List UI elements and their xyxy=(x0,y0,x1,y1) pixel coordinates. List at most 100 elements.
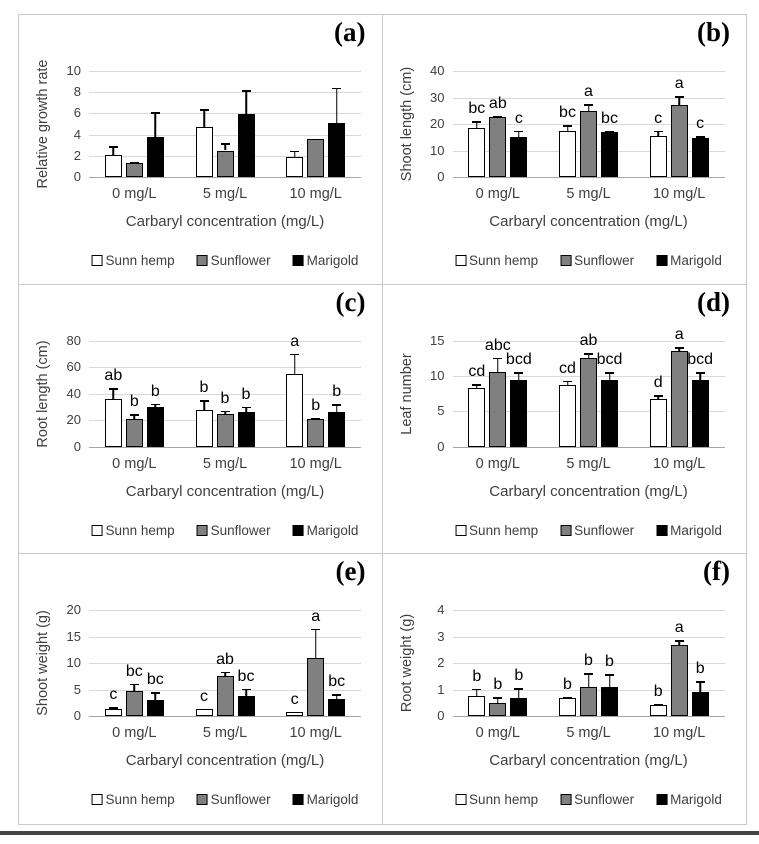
legend-item-sunn-hemp: Sunn hemp xyxy=(455,792,538,807)
legend-item-sunn-hemp: Sunn hemp xyxy=(91,792,175,807)
bar-marigold xyxy=(510,698,528,717)
chart-panel-c: (c) Root length (cm) 0 20 40 60 80 ab b a b b b b b b 0 … xyxy=(19,284,383,555)
error-bar xyxy=(493,697,503,703)
legend-item-sunn-hemp: Sunn hemp xyxy=(455,253,538,268)
significance-letter: a xyxy=(674,326,684,344)
legend-item-marigold: Marigold xyxy=(292,792,358,807)
legend: Sunn hemp Sunflower Marigold xyxy=(91,253,358,268)
legend-swatch-icon xyxy=(656,524,668,536)
error-bar xyxy=(472,384,482,388)
chart-panel-d: (d) Leaf number 0 5 10 15 cd cd d abc ab a bcd bcd bcd… xyxy=(382,285,746,555)
x-axis-line xyxy=(89,177,361,178)
gridline xyxy=(452,610,725,612)
error-bar xyxy=(653,130,663,136)
error-bar xyxy=(290,353,300,374)
bar-marigold xyxy=(237,412,255,447)
y-tick-label: 10 xyxy=(430,142,445,158)
bar-sunflower xyxy=(489,372,507,447)
legend-item-marigold: Marigold xyxy=(292,253,358,268)
error-bar xyxy=(108,707,118,709)
legend-label: Sunflower xyxy=(574,792,635,808)
legend-item-sunn-hemp: Sunn hemp xyxy=(91,522,175,538)
y-tick-label: 20 xyxy=(66,602,81,618)
legend-item-sunflower: Sunflower xyxy=(560,523,634,538)
error-bar xyxy=(563,696,572,699)
legend-label: Sunn hemp xyxy=(105,522,175,538)
legend-item-sunn-hemp: Sunn hemp xyxy=(455,523,538,538)
bar-sunflower xyxy=(580,686,597,717)
error-bar xyxy=(311,417,321,420)
legend-swatch-icon xyxy=(91,524,103,536)
gridline xyxy=(452,71,725,72)
error-bar xyxy=(108,146,118,154)
significance-letter: a xyxy=(584,83,593,101)
y-tick-label: 20 xyxy=(430,116,445,131)
y-tick-label: 0 xyxy=(437,438,445,454)
y-tick-label: 15 xyxy=(430,332,445,348)
x-axis-line xyxy=(89,716,361,718)
error-bar xyxy=(241,688,251,696)
x-tick-label: 0 mg/L xyxy=(112,455,157,472)
error-bar xyxy=(129,414,139,419)
significance-letter: c xyxy=(654,109,663,127)
figure-grid: (a) Relative growth rate 0 2 4 6 8 10 0 mg/L 5 mg… xyxy=(18,14,747,825)
legend-swatch-icon xyxy=(91,794,103,806)
bar-sunflower xyxy=(670,351,688,447)
y-tick-label: 0 xyxy=(437,708,445,724)
significance-letter: abc xyxy=(484,336,511,354)
error-bar xyxy=(241,406,251,412)
legend-swatch-icon xyxy=(560,524,572,536)
error-bar xyxy=(220,671,230,676)
panel-letter: (c) xyxy=(335,286,366,317)
significance-letter: b xyxy=(605,653,614,671)
legend-swatch-icon xyxy=(455,524,467,536)
legend-item-sunflower: Sunflower xyxy=(560,792,634,807)
significance-letter: c xyxy=(696,115,705,133)
significance-letter: bcd xyxy=(687,351,714,369)
error-bar xyxy=(584,353,593,358)
x-tick-label: 0 mg/L xyxy=(112,725,157,742)
bar-marigold xyxy=(237,114,255,177)
legend-label: Marigold xyxy=(306,522,359,538)
significance-letter: b xyxy=(472,667,482,685)
gridline xyxy=(452,663,725,665)
legend-item-sunflower: Sunflower xyxy=(196,792,271,808)
gridline xyxy=(89,610,361,612)
gridline xyxy=(89,134,361,136)
significance-letter: a xyxy=(311,607,321,625)
error-bar xyxy=(493,357,503,373)
error-bar xyxy=(150,692,160,699)
chart-panel-f: (f) Root weight (g) 0 1 2 3 4 b b b b b a b b b 0 mg/L 5 … xyxy=(383,554,747,824)
y-tick-label: 20 xyxy=(66,412,81,428)
x-axis-title: Carbaryl concentration (mg/L) xyxy=(489,482,688,500)
bar-sunn-hemp xyxy=(195,127,213,177)
legend-item-sunflower: Sunflower xyxy=(196,253,271,268)
legend-item-sunflower: Sunflower xyxy=(196,523,271,538)
significance-letter: ab xyxy=(216,650,234,668)
significance-letter: bcd xyxy=(505,351,532,369)
legend-label: Sunn hemp xyxy=(105,253,175,268)
error-bar xyxy=(514,130,524,138)
bar-sunflower xyxy=(580,358,597,447)
x-tick-label: 10 mg/L xyxy=(289,186,342,202)
legend-item-marigold: Marigold xyxy=(656,523,722,538)
bar-sunn-hemp xyxy=(286,373,304,447)
error-bar xyxy=(674,640,684,645)
significance-letter: b xyxy=(199,379,209,397)
legend-swatch-icon xyxy=(455,255,467,266)
significance-letter: b xyxy=(129,393,139,411)
significance-letter: b xyxy=(493,676,503,694)
significance-letter: cd xyxy=(468,363,486,381)
gridline xyxy=(89,367,361,369)
legend-label: Sunflower xyxy=(210,792,271,808)
y-tick-label: 2 xyxy=(437,655,445,671)
bar-marigold xyxy=(601,687,618,717)
gridline xyxy=(89,663,361,665)
significance-letter: bcd xyxy=(596,351,623,369)
error-bar xyxy=(514,372,524,380)
bar-marigold xyxy=(691,380,709,447)
error-bar xyxy=(150,403,160,407)
bar-marigold xyxy=(601,132,618,177)
error-bar xyxy=(108,388,118,399)
bar-marigold xyxy=(146,406,164,447)
